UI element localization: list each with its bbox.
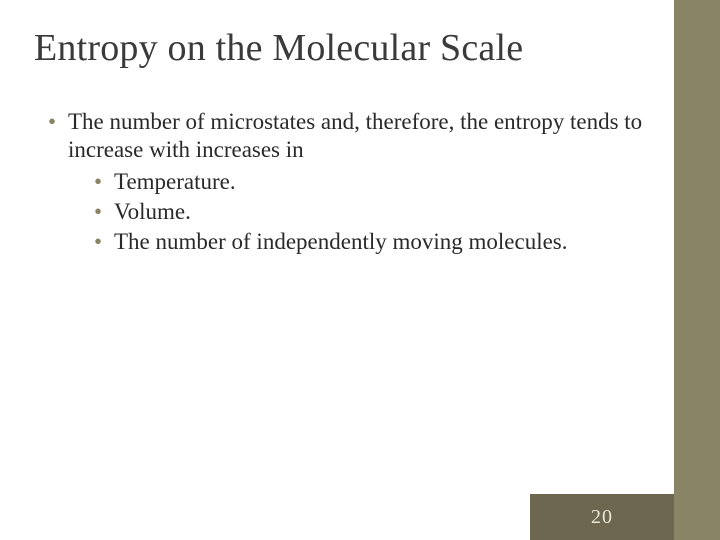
bullet-level2: • Temperature. <box>94 168 654 196</box>
bullet-level2: • Volume. <box>94 198 654 226</box>
bullet-glyph: • <box>48 108 56 136</box>
bullet-glyph: • <box>94 168 102 196</box>
content-area: • The number of microstates and, therefo… <box>48 108 654 258</box>
slide-title: Entropy on the Molecular Scale <box>34 26 660 70</box>
bullet-level1: • The number of microstates and, therefo… <box>48 108 654 256</box>
bullet-level2: • The number of independently moving mol… <box>94 228 654 256</box>
sub-bullet-list: • Temperature. • Volume. • The number of… <box>68 168 654 256</box>
side-accent-band <box>674 0 720 540</box>
bullet-text-sub: The number of independently moving molec… <box>114 229 568 254</box>
page-number: 20 <box>591 506 613 529</box>
page-number-box: 20 <box>530 494 674 540</box>
bullet-text-main: The number of microstates and, therefore… <box>68 109 642 162</box>
bullet-glyph: • <box>94 198 102 226</box>
bullet-glyph: • <box>94 228 102 256</box>
bullet-text-sub: Temperature. <box>114 169 236 194</box>
bullet-text-sub: Volume. <box>114 199 191 224</box>
